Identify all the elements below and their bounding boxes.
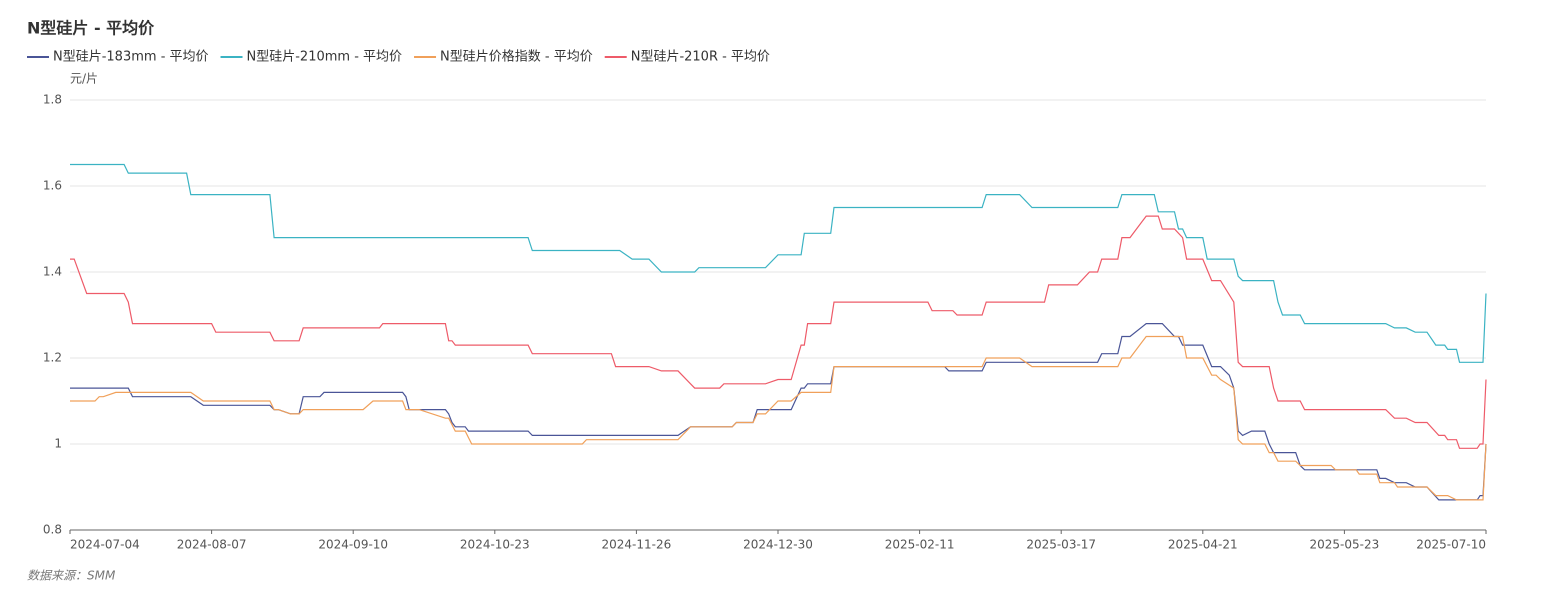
y-axis-unit: 元/片 <box>70 72 98 86</box>
x-tick-label: 2024-10-23 <box>460 538 530 552</box>
series-line <box>70 163 1487 363</box>
y-tick-label: 0.8 <box>43 523 62 537</box>
series-line <box>70 323 1487 501</box>
x-tick-label: 2024-08-07 <box>177 538 247 552</box>
x-tick-label: 2024-12-30 <box>743 538 813 552</box>
x-tick-label: 2025-07-10 <box>1416 538 1486 552</box>
x-tick-label: 2024-07-04 <box>70 538 140 552</box>
y-tick-label: 1 <box>54 437 62 451</box>
series-line <box>70 215 1487 449</box>
x-tick-label: 2025-02-11 <box>885 538 955 552</box>
legend-label: N型硅片-183mm - 平均价 <box>53 50 209 65</box>
x-tick-label: 2025-04-21 <box>1168 538 1238 552</box>
y-tick-label: 1.4 <box>43 265 62 279</box>
x-tick-label: 2025-03-17 <box>1026 538 1096 552</box>
y-tick-label: 1.2 <box>43 351 62 365</box>
y-tick-label: 1.6 <box>43 179 62 193</box>
legend: N型硅片-183mm - 平均价 N型硅片-210mm - 平均价 N型硅片价格指数… <box>27 49 770 65</box>
x-tick-label: 2024-09-10 <box>318 538 388 552</box>
x-tick-label: 2024-11-26 <box>602 538 672 552</box>
legend-label: N型硅片价格指数 - 平均价 <box>440 49 593 65</box>
chart-title: N型硅片 - 平均价 <box>27 19 155 38</box>
legend-label: N型硅片-210mm - 平均价 <box>247 50 403 65</box>
y-tick-label: 1.8 <box>43 93 62 107</box>
source-note: 数据来源：SMM <box>27 569 116 583</box>
series-line <box>70 335 1487 501</box>
legend-label: N型硅片-210R - 平均价 <box>631 50 770 65</box>
x-tick-label: 2025-05-23 <box>1310 538 1380 552</box>
